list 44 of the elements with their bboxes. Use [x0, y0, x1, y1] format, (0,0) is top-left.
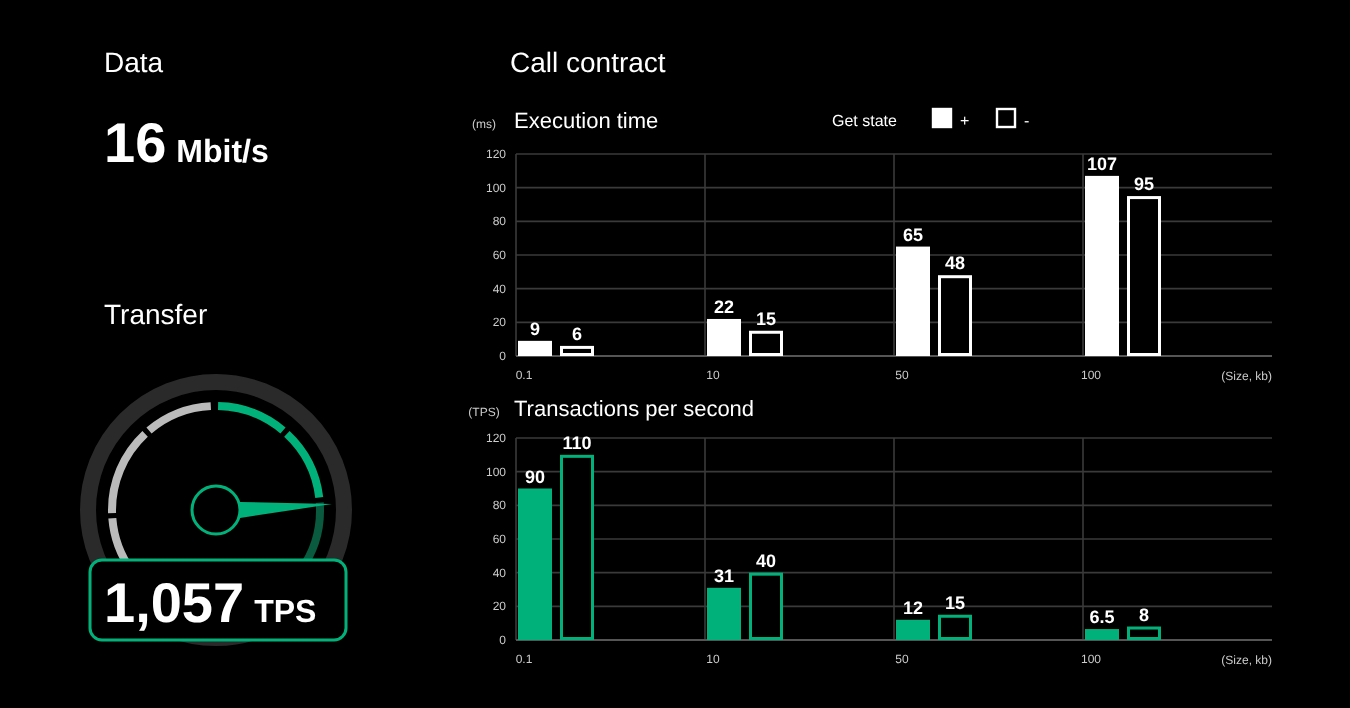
- bar: [707, 318, 741, 356]
- bar: [560, 345, 594, 356]
- bar: [1085, 629, 1119, 640]
- bar: [896, 246, 930, 356]
- bar: [707, 587, 741, 640]
- bar: [560, 454, 594, 640]
- text: 16: [104, 112, 167, 174]
- data-label: 90: [524, 466, 546, 487]
- chart-subtitle: Execution time: [514, 110, 659, 134]
- data-label: 8: [1138, 604, 1150, 625]
- data-label: 15: [944, 592, 966, 613]
- bar: [749, 330, 783, 356]
- data-label: 6.5: [1089, 607, 1115, 628]
- data-label: 110: [562, 432, 592, 453]
- text: TPS: [254, 596, 318, 630]
- bar: [938, 614, 972, 640]
- chart-subtitle: Transactions per second: [514, 398, 755, 422]
- data-label: 6: [571, 323, 583, 344]
- bar: [749, 572, 783, 640]
- text: 1,057: [104, 572, 245, 634]
- bar: [896, 619, 930, 640]
- chart-title: Call contract: [510, 46, 666, 78]
- text: Data: [104, 46, 164, 78]
- text: Mbit/s: [176, 136, 269, 170]
- data-label: 31: [713, 565, 735, 586]
- bar: [938, 275, 972, 356]
- data-label: 48: [944, 253, 966, 274]
- bar: [518, 340, 552, 356]
- legend-label: -: [1024, 112, 1030, 130]
- data-label: 15: [755, 308, 777, 329]
- legend-label: +: [960, 112, 970, 130]
- data-label: 40: [755, 550, 777, 571]
- data-label: 107: [1086, 153, 1118, 174]
- bar: [518, 488, 552, 640]
- data-label: 65: [902, 224, 924, 245]
- legend-title: Get state: [832, 112, 899, 130]
- data-label: 22: [713, 296, 735, 317]
- bar: [1085, 175, 1119, 356]
- text: Transfer: [104, 298, 208, 330]
- data-label: 12: [902, 597, 924, 618]
- bar: [1127, 196, 1161, 356]
- data-label: 9: [529, 318, 541, 339]
- data-label: 95: [1133, 174, 1155, 195]
- bar: [1127, 626, 1161, 640]
